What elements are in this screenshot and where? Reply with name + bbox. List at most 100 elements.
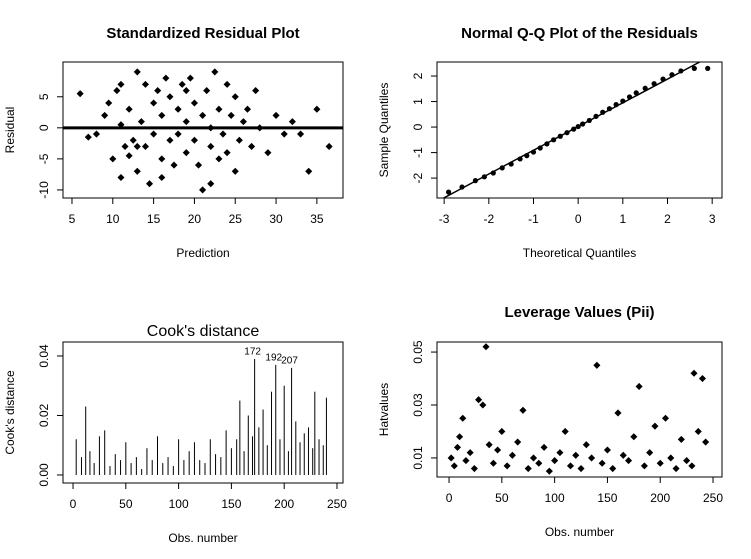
point xyxy=(117,80,125,88)
point xyxy=(580,121,586,127)
point xyxy=(660,76,666,82)
point xyxy=(651,81,657,87)
point xyxy=(489,459,497,467)
point xyxy=(656,459,664,467)
point xyxy=(498,427,506,436)
point xyxy=(475,396,483,404)
point xyxy=(109,155,117,163)
x-tick-label: 250 xyxy=(703,491,723,505)
plot-area xyxy=(443,61,711,199)
x-tick-label: 50 xyxy=(119,497,133,511)
point xyxy=(642,85,648,91)
point xyxy=(561,427,569,436)
panel-title: Cook's distance xyxy=(147,323,260,340)
point xyxy=(243,105,252,113)
point xyxy=(235,136,243,144)
point xyxy=(694,427,702,436)
point xyxy=(105,99,113,107)
point xyxy=(133,68,141,76)
point xyxy=(571,126,577,132)
point xyxy=(609,464,617,473)
point xyxy=(117,121,125,129)
plot-box xyxy=(62,61,344,199)
point xyxy=(678,68,684,74)
point xyxy=(508,161,514,167)
y-tick-label: -2 xyxy=(411,172,425,183)
point xyxy=(227,111,235,119)
point xyxy=(485,441,493,449)
y-tick-label: 0.02 xyxy=(37,403,51,427)
point xyxy=(472,178,479,184)
point xyxy=(691,65,697,71)
point xyxy=(499,165,505,171)
y-tick-label: 0 xyxy=(411,123,425,130)
point xyxy=(646,449,654,457)
point xyxy=(141,142,149,150)
y-axis-label: Residual xyxy=(3,107,17,154)
point xyxy=(199,186,207,194)
x-tick-label: 0 xyxy=(575,212,582,226)
point xyxy=(194,161,203,169)
point xyxy=(121,142,129,150)
panel: Cook's distance Obs. number Cook's distanc… xyxy=(3,323,347,545)
panel: Standardized Residual Plot Prediction Resi… xyxy=(3,25,344,260)
point xyxy=(231,167,239,175)
point xyxy=(129,136,137,144)
point xyxy=(535,459,543,467)
point xyxy=(593,361,601,369)
point xyxy=(456,433,464,441)
point xyxy=(672,464,680,473)
y-tick-label: 0.05 xyxy=(411,340,425,364)
x-tick-label: 200 xyxy=(274,497,294,511)
point xyxy=(503,462,511,470)
y-tick-label: -10 xyxy=(37,181,51,199)
point xyxy=(669,72,675,78)
point xyxy=(677,435,685,443)
point xyxy=(551,457,559,465)
point xyxy=(186,74,194,82)
point xyxy=(133,167,141,175)
point xyxy=(577,464,585,473)
y-tick-label: 5 xyxy=(37,93,51,100)
point xyxy=(537,145,543,151)
point xyxy=(145,180,154,188)
x-tick-label: 50 xyxy=(495,491,509,505)
point xyxy=(166,136,174,144)
point xyxy=(211,68,219,76)
point xyxy=(223,149,231,157)
point xyxy=(598,459,606,467)
point xyxy=(190,99,198,107)
point xyxy=(481,174,487,180)
point xyxy=(450,462,458,470)
point xyxy=(215,105,223,113)
plot-box xyxy=(436,341,723,478)
point xyxy=(256,124,264,132)
y-tick-label: 0.03 xyxy=(411,393,425,417)
point xyxy=(203,87,211,95)
x-tick-label: 250 xyxy=(327,497,347,511)
point xyxy=(207,124,215,132)
point xyxy=(154,87,162,95)
y-tick-label: 1 xyxy=(411,98,425,105)
point xyxy=(603,446,611,454)
point xyxy=(215,155,223,163)
point xyxy=(223,80,231,88)
plot-area: 172 192 207 xyxy=(75,347,327,475)
point xyxy=(92,130,101,138)
x-tick-label: -1 xyxy=(528,212,539,226)
point xyxy=(572,451,580,459)
point xyxy=(101,111,109,119)
point xyxy=(170,161,178,169)
point xyxy=(158,111,166,119)
x-axis-label: Obs. number xyxy=(168,531,237,545)
point xyxy=(207,142,215,150)
y-tick-label: -5 xyxy=(37,153,51,164)
point xyxy=(529,454,538,462)
panel-title: Leverage Values (Pii) xyxy=(504,304,654,321)
point xyxy=(545,467,553,475)
point xyxy=(517,156,523,162)
point xyxy=(252,87,260,95)
point xyxy=(219,130,227,138)
point xyxy=(626,94,633,100)
